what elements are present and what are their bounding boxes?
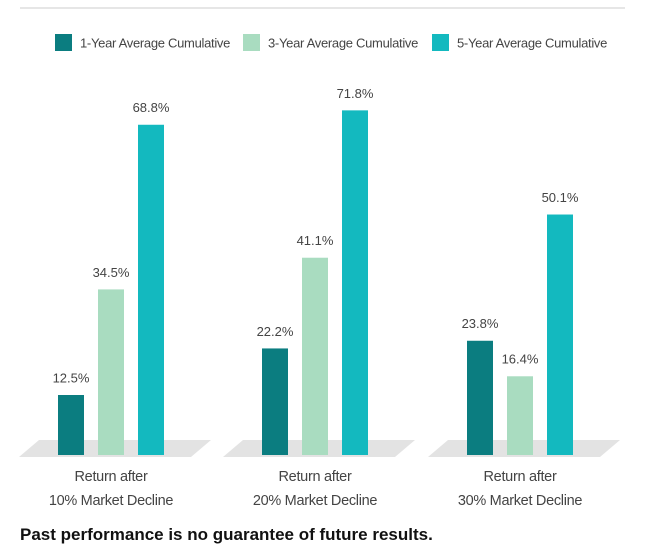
bar bbox=[547, 214, 573, 455]
value-label: 68.8% bbox=[133, 100, 170, 115]
value-label: 16.4% bbox=[502, 352, 539, 367]
legend-label: 1-Year Average Cumulative bbox=[80, 35, 230, 50]
value-label: 22.2% bbox=[257, 324, 294, 339]
footnote: Past performance is no guarantee of futu… bbox=[20, 525, 433, 544]
value-label: 34.5% bbox=[93, 265, 130, 280]
value-label: 41.1% bbox=[297, 233, 334, 248]
bar bbox=[58, 395, 84, 455]
category-label: Return after 20% Market Decline bbox=[252, 469, 378, 509]
legend-swatch bbox=[55, 34, 72, 51]
legend-label: 5-Year Average Cumulative bbox=[457, 35, 607, 50]
legend-label: 3-Year Average Cumulative bbox=[268, 35, 418, 50]
legend-swatch bbox=[432, 34, 449, 51]
value-label: 50.1% bbox=[542, 190, 579, 205]
category-label: Return after 10% Market Decline bbox=[48, 469, 174, 509]
bar bbox=[262, 348, 288, 455]
bar bbox=[507, 376, 533, 455]
bar bbox=[98, 289, 124, 455]
legend-swatch bbox=[243, 34, 260, 51]
bar bbox=[467, 340, 493, 455]
category-label: Return after 30% Market Decline bbox=[457, 469, 583, 509]
value-label: 71.8% bbox=[337, 86, 374, 101]
bar bbox=[138, 124, 164, 455]
bar bbox=[342, 110, 368, 456]
value-label: 12.5% bbox=[53, 370, 90, 385]
bar bbox=[302, 257, 328, 455]
value-label: 23.8% bbox=[462, 316, 499, 331]
